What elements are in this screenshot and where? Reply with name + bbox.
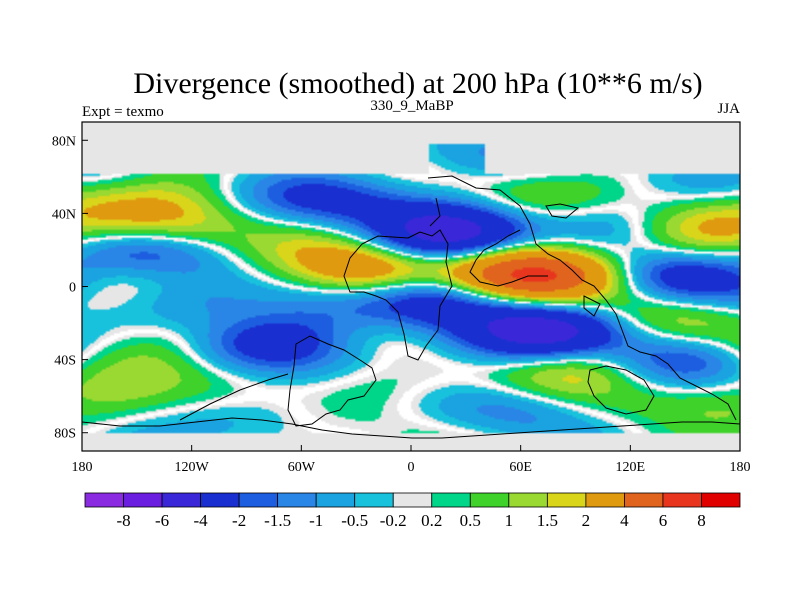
colorbar-label-12: 2 (582, 511, 591, 530)
colorbar-label-0: -8 (116, 511, 130, 530)
x-tick-label-3: 0 (408, 460, 415, 475)
coastlines (81, 175, 741, 439)
colorbar-label-2: -4 (194, 511, 209, 530)
colorbar-swatch-15 (662, 492, 702, 508)
colorbar-label-3: -2 (232, 511, 246, 530)
colorbar-swatch-11 (508, 492, 548, 508)
coastline-eurasia (427, 175, 737, 421)
colorbar-label-5: -1 (309, 511, 323, 530)
colorbar-swatch-2 (161, 492, 201, 508)
y-tick-label-0: 80N (52, 134, 76, 149)
colorbar-swatch-10 (469, 492, 510, 508)
x-tick-label-2: 60W (288, 460, 316, 475)
colorbar-swatch-6 (315, 492, 356, 508)
y-tick-label-3: 40S (54, 354, 76, 369)
colorbar-swatch-16 (701, 492, 741, 508)
colorbar-label-15: 8 (697, 511, 706, 530)
season-label: JJA (717, 101, 740, 117)
colorbar-swatch-9 (431, 492, 471, 508)
coastline-africa (343, 229, 453, 361)
y-tick-label-1: 40N (52, 207, 76, 222)
colorbar-label-13: 4 (620, 511, 629, 530)
coastline-asia-islands (545, 203, 601, 317)
colorbar-swatch-4 (238, 492, 279, 508)
colorbar-swatch-8 (392, 492, 433, 508)
x-tick-label-4: 60E (509, 460, 532, 475)
y-tick-label-4: 80S (54, 427, 76, 442)
colorbar-swatch-0 (84, 492, 124, 508)
map-plot-area: 180 120W 60W 0 60E 120E 180 80N 40N 0 40S 80S (52, 121, 751, 475)
colorbar-label-6: -0.5 (341, 511, 368, 530)
colorbar-swatch-1 (123, 492, 163, 508)
y-axis-ticks: 80N 40N 0 40S 80S (52, 134, 88, 442)
x-tick-label-5: 120E (616, 460, 646, 475)
colorbar-label-4: -1.5 (264, 511, 291, 530)
x-tick-label-0: 180 (72, 460, 93, 475)
colorbar-label-14: 6 (659, 511, 668, 530)
coastline-south-america (287, 335, 377, 427)
colorbar-label-8: 0.2 (421, 511, 442, 530)
experiment-label: Expt = texmo (82, 104, 164, 120)
divergence-field (82, 122, 740, 451)
colorbar-label-7: -0.2 (380, 511, 407, 530)
run-id-label: 330_9_MaBP (370, 98, 453, 114)
y-tick-label-2: 0 (69, 281, 76, 296)
colorbar-label-9: 0.5 (460, 511, 481, 530)
colorbar-swatch-12 (546, 492, 587, 508)
chart-title: Divergence (smoothed) at 200 hPa (10**6 … (133, 67, 702, 100)
colorbar-swatch-13 (585, 492, 625, 508)
colorbar-swatch-14 (624, 492, 664, 508)
coastline-australia (587, 365, 655, 415)
x-tick-label-6: 180 (730, 460, 751, 475)
colorbar: -8 -6 -4 -2 -1.5 -1 -0.5 -0.2 0.2 0.5 1 1.5 2 4 6 8 (84, 492, 741, 530)
x-tick-label-1: 120W (175, 460, 210, 475)
colorbar-swatch-5 (277, 492, 317, 508)
coastline-antarctica (81, 373, 741, 439)
colorbar-swatch-3 (200, 492, 240, 508)
colorbar-swatch-7 (354, 492, 394, 508)
x-axis-ticks: 180 120W 60W 0 60E 120E 180 (72, 445, 751, 475)
colorbar-label-11: 1.5 (537, 511, 558, 530)
colorbar-label-1: -6 (155, 511, 169, 530)
colorbar-label-10: 1 (505, 511, 514, 530)
